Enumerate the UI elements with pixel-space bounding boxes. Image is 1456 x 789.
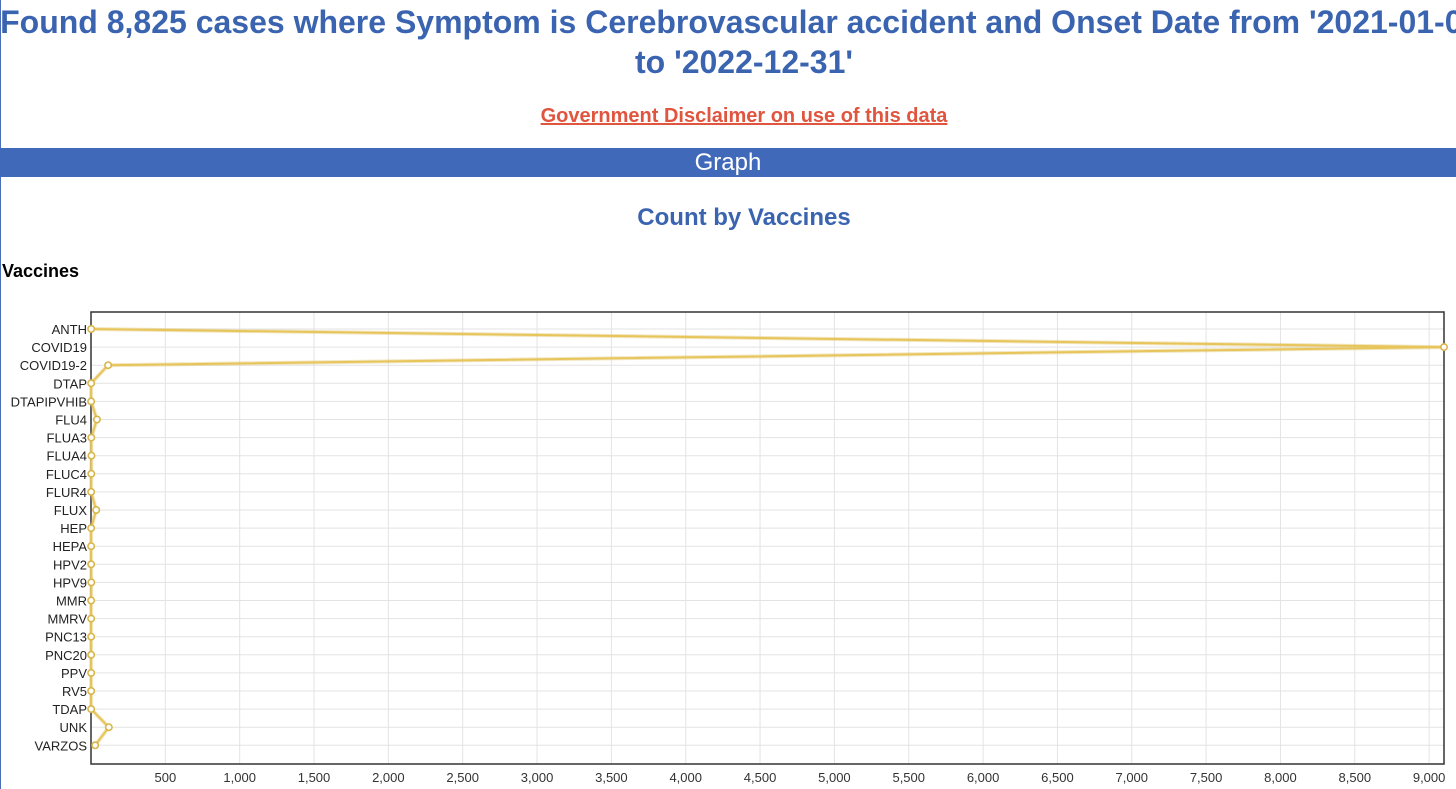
x-tick-label: 3,500 — [595, 770, 628, 785]
x-tick-label: 7,000 — [1115, 770, 1148, 785]
section-bar-graph: Graph — [0, 148, 1456, 177]
data-point — [87, 614, 96, 623]
x-tick-label: 9,000 — [1413, 770, 1446, 785]
y-tick-label: FLUA4 — [47, 449, 87, 464]
data-point — [87, 596, 96, 605]
y-tick-label: COVID19 — [31, 340, 87, 355]
plot-frame — [90, 311, 1445, 765]
data-point — [87, 469, 96, 478]
data-point — [92, 415, 101, 424]
y-tick-label: FLU4 — [55, 413, 87, 428]
y-tick-label: TDAP — [52, 702, 87, 717]
x-tick-label: 1,500 — [298, 770, 331, 785]
y-tick-label: HPV2 — [53, 557, 87, 572]
y-tick-label: DTAPIPVHIB — [11, 394, 87, 409]
data-point — [87, 668, 96, 677]
y-tick-label: RV5 — [62, 684, 87, 699]
x-tick-label: 8,500 — [1339, 770, 1372, 785]
y-tick-label: FLUR4 — [46, 485, 87, 500]
series-line-shadow — [89, 327, 1446, 747]
data-point — [87, 397, 96, 406]
y-tick-label: HEP — [60, 521, 87, 536]
disclaimer-link[interactable]: Government Disclaimer on use of this dat… — [540, 105, 948, 127]
x-tick-label: 5,000 — [818, 770, 851, 785]
line-chart: 500 1,000 1,500 2,000 2,500 3,000 3,500 4,000 4,… — [11, 311, 1449, 785]
x-tick-label: 8,000 — [1264, 770, 1297, 785]
y-tick-label: ANTH — [52, 322, 87, 337]
data-point — [87, 487, 96, 496]
y-tick-label: PNC13 — [45, 630, 87, 645]
x-tick-label: 2,000 — [372, 770, 405, 785]
y-tick-label: MMR — [56, 594, 87, 609]
data-point — [87, 542, 96, 551]
data-point — [87, 324, 96, 333]
y-axis-caption: Vaccines — [2, 261, 80, 281]
y-tick-label: COVID19-2 — [20, 358, 87, 373]
x-tick-label: 4,000 — [669, 770, 702, 785]
data-point — [91, 741, 100, 750]
x-tick-label: 500 — [154, 770, 176, 785]
y-tick-label: MMRV — [48, 612, 88, 627]
y-tick-label: FLUC4 — [46, 467, 87, 482]
y-tick-label: FLUA3 — [47, 431, 87, 446]
y-tick-label: VARZOS — [35, 738, 88, 753]
y-tick-label: DTAP — [53, 376, 87, 391]
y-tick-label: HPV9 — [53, 575, 87, 590]
x-tick-label: 7,500 — [1190, 770, 1223, 785]
data-point — [104, 361, 113, 370]
data-point — [87, 632, 96, 641]
y-tick-label: HEPA — [53, 539, 88, 554]
y-tick-label: PPV — [61, 666, 87, 681]
data-point — [1440, 343, 1449, 352]
data-point — [87, 560, 96, 569]
data-point — [87, 578, 96, 587]
data-point — [87, 686, 96, 695]
y-tick-label: FLUX — [54, 503, 88, 518]
data-point — [87, 451, 96, 460]
x-tick-label: 4,500 — [744, 770, 777, 785]
data-point — [87, 379, 96, 388]
data-point — [87, 705, 96, 714]
data-point — [92, 506, 101, 515]
y-tick-label: PNC20 — [45, 648, 87, 663]
data-point — [104, 723, 113, 732]
x-tick-label: 5,500 — [892, 770, 925, 785]
data-point — [87, 433, 96, 442]
left-border — [0, 0, 1, 789]
x-tick-label: 6,500 — [1041, 770, 1074, 785]
series-line — [90, 328, 1445, 746]
x-tick-label: 1,000 — [223, 770, 256, 785]
data-point — [87, 524, 96, 533]
x-tick-label: 3,000 — [521, 770, 554, 785]
data-point — [87, 650, 96, 659]
x-tick-label: 2,500 — [446, 770, 479, 785]
y-tick-label: UNK — [60, 720, 88, 735]
page-title: Found 8,825 cases where Symptom is Cereb… — [0, 4, 1456, 80]
x-tick-label: 6,000 — [967, 770, 1000, 785]
chart-title: Count by Vaccines — [637, 204, 851, 231]
